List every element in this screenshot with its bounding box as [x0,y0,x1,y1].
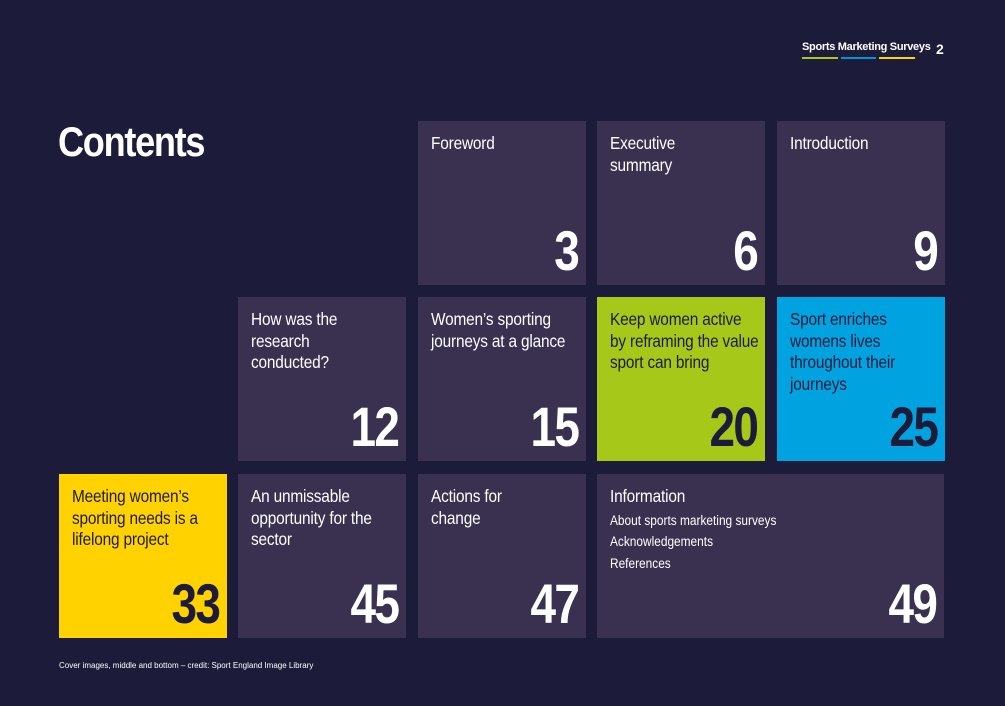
brand-color-bars [802,57,916,60]
contents-tile-journeys-glance[interactable]: Women’s sporting journeys at a glance 15 [418,297,586,461]
tile-label: How was the research conducted? [251,309,338,372]
brand-bar-green [802,57,838,59]
contents-tile-introduction[interactable]: Introduction 9 [777,121,945,285]
tile-page-number: 9 [913,219,939,282]
image-credit: Cover images, middle and bottom – credit… [59,661,314,670]
brand-bar-blue [840,57,877,59]
contents-tile-lifelong-project[interactable]: Meeting women’s sporting needs is a life… [59,474,227,638]
brand-bar-yellow [879,57,916,59]
brand-name: Sports Marketing Surveys [802,41,931,53]
contents-tile-foreword[interactable]: Foreword 3 [418,121,586,285]
tile-page-number: 47 [530,572,579,635]
information-subitems: About sports marketing surveys Acknowled… [610,510,934,575]
tile-page-number: 3 [554,219,580,282]
contents-tile-keep-women-active[interactable]: Keep women active by reframing the value… [597,297,765,461]
tile-page-number: 12 [350,395,399,458]
page-number: 2 [936,41,944,57]
contents-tile-unmissable-opportunity[interactable]: An unmissable opportunity for the sector… [238,474,406,638]
tile-page-number: 6 [733,219,759,282]
tile-label: Women’s sporting journeys at a glance [431,309,566,351]
contents-tile-sport-enriches[interactable]: Sport enriches womens lives throughout t… [777,297,945,461]
subitem-acknowledgements[interactable]: Acknowledgements [610,534,714,549]
tile-label: An unmissable opportunity for the sector [251,486,372,549]
tile-label: Actions for change [431,486,502,528]
contents-tile-research-method[interactable]: How was the research conducted? 12 [238,297,406,461]
tile-label: Foreword [431,133,495,153]
tile-page-number: 15 [530,395,579,458]
tile-label: Executive summary [610,133,676,175]
tile-label: Keep women active by reframing the value… [610,309,759,372]
tile-page-number: 25 [889,395,938,458]
contents-tile-information[interactable]: Information About sports marketing surve… [597,474,944,638]
tile-page-number: 20 [709,395,758,458]
tile-label: Introduction [790,133,869,153]
contents-tile-actions-for-change[interactable]: Actions for change 47 [418,474,586,638]
page-title: Contents [58,118,205,165]
subitem-references[interactable]: References [610,555,671,571]
tile-label: Sport enriches womens lives throughout t… [790,309,896,394]
tile-label: Information [610,486,686,506]
subitem-about[interactable]: About sports marketing surveys [610,512,777,528]
tile-page-number: 33 [171,572,220,635]
tile-page-number: 49 [888,572,937,635]
tile-label: Meeting women’s sporting needs is a life… [72,486,198,549]
contents-tile-executive-summary[interactable]: Executive summary 6 [597,121,765,285]
tile-page-number: 45 [350,572,399,635]
